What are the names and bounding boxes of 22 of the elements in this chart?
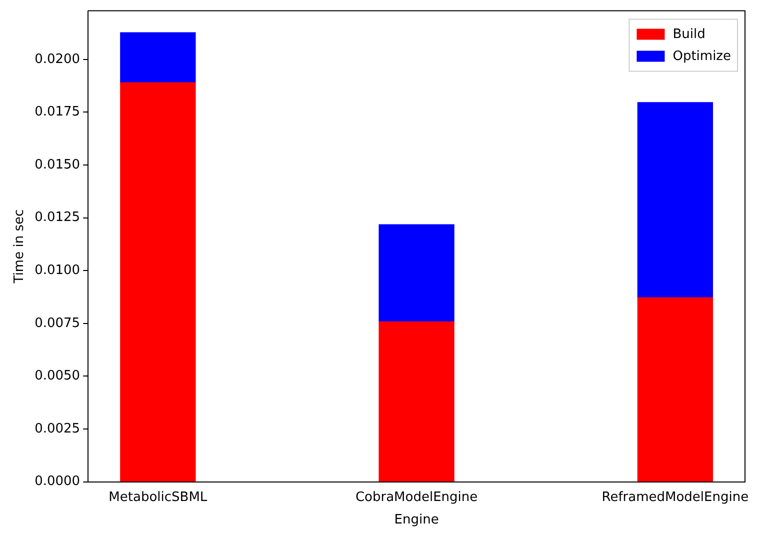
y-tick-label: 0.0200: [34, 52, 80, 67]
bar: [378, 224, 454, 322]
x-tick-label: ReframedModelEngine: [602, 490, 749, 505]
y-tick-label: 0.0100: [34, 262, 80, 278]
y-tick-label: 0.0075: [34, 316, 80, 331]
bar: [637, 297, 713, 482]
legend-label: Optimize: [672, 49, 732, 64]
y-tick-label: 0.0000: [34, 474, 80, 490]
bar: [378, 321, 454, 482]
bar: [120, 32, 196, 83]
y-tick-label: 0.0150: [34, 157, 80, 172]
bar: [637, 102, 713, 298]
x-tick-label: CobraModelEngine: [355, 490, 478, 505]
x-tick-label: MetabolicSBML: [108, 490, 208, 505]
y-tick-label: 0.0050: [34, 368, 80, 384]
legend-label: Build: [672, 27, 706, 42]
y-tick-label: 0.0125: [34, 210, 80, 226]
y-tick-label: 0.0175: [34, 104, 80, 120]
y-axis-title: Time in sec: [12, 209, 28, 284]
y-tick-label: 0.0025: [34, 421, 80, 436]
bar: [120, 82, 196, 482]
x-axis-title: Engine: [394, 512, 439, 528]
